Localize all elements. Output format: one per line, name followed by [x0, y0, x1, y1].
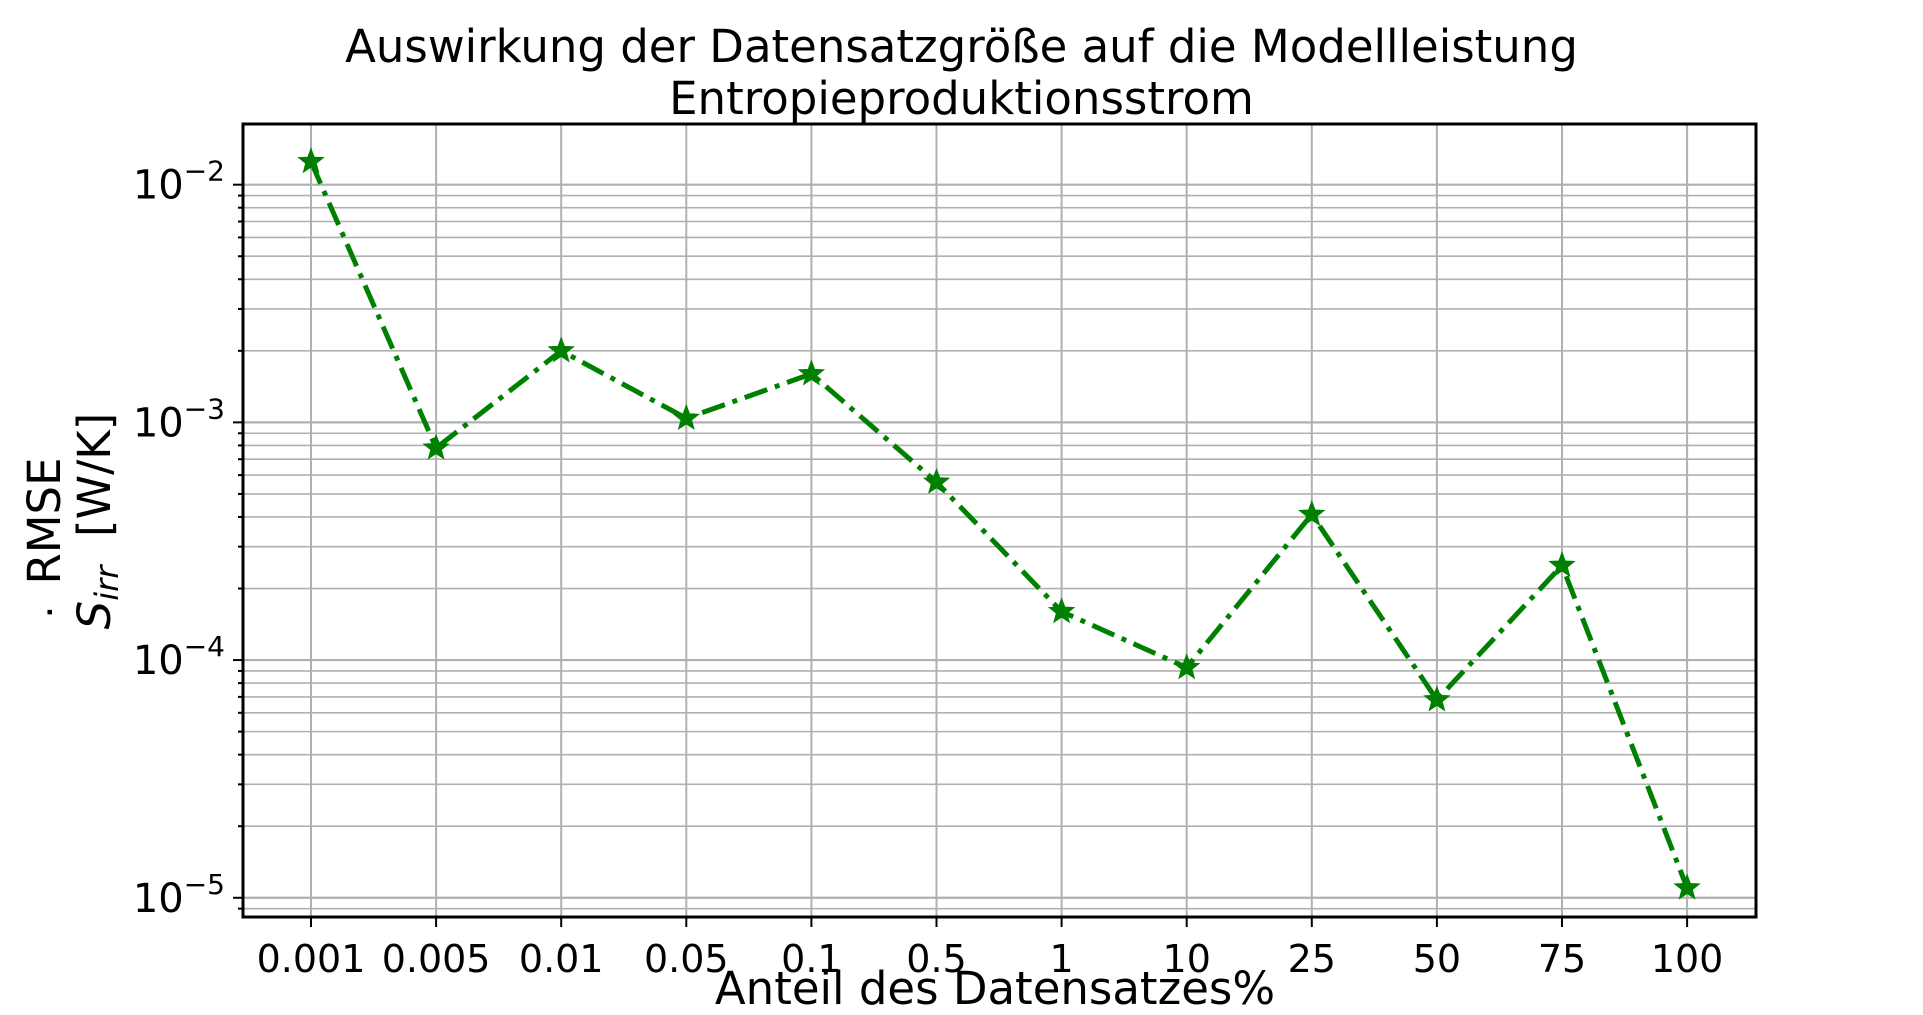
data-point-star: [1172, 653, 1201, 680]
data-point-star: [1047, 597, 1076, 624]
y-tick-label: 10−3: [133, 392, 225, 446]
x-tick-label: 50: [1413, 937, 1461, 981]
data-point-star: [1673, 873, 1701, 900]
y-axis-label-metric: RMSE: [18, 457, 71, 585]
y-axis-symbol: S: [68, 601, 121, 630]
y-tick-label: 10−4: [133, 630, 225, 684]
y-axis-symbol-subscript: irr: [88, 565, 126, 601]
y-axis-ticks: 10−2 10−3 10−4 10−5: [133, 155, 243, 922]
plot-frame: [241, 122, 1758, 919]
data-point-star: [547, 336, 575, 363]
x-tick-label: 0.5: [906, 937, 966, 981]
data-point-star: [1548, 551, 1576, 578]
grid: [243, 124, 1756, 917]
data-point-star: [1423, 685, 1451, 712]
y-tick-label: 10−5: [133, 868, 225, 922]
chart-subtitle: Entropieproduktionsstrom: [669, 72, 1254, 125]
x-tick-label: 100: [1651, 937, 1724, 981]
x-tick-label: 0.05: [644, 937, 729, 981]
x-tick-label: 75: [1538, 937, 1586, 981]
data-point-star: [1298, 499, 1326, 527]
x-tick-label: 0.1: [781, 937, 841, 981]
chart-title: Auswirkung der Datensatzgröße auf die Mo…: [345, 20, 1578, 73]
y-tick-label: 10−2: [133, 155, 225, 209]
x-axis-ticks: 0.001 0.005 0.01 0.05 0.1 0.5 1 10 25 50 75 100: [257, 917, 1724, 981]
x-tick-label: 10: [1163, 937, 1211, 981]
data-point-star: [297, 147, 325, 174]
series-line: [308, 160, 1690, 889]
x-tick-label: 25: [1288, 937, 1336, 981]
y-axis-unit: [W/K]: [68, 412, 121, 537]
x-tick-label: 1: [1050, 937, 1074, 981]
data-markers: [297, 147, 1701, 900]
y-axis-label-quantity: Sirr [W/K]: [68, 412, 132, 630]
y-axis-label: RMSE Sirr [W/K]: [18, 412, 132, 630]
data-point-star: [672, 403, 701, 430]
x-tick-label: 0.001: [257, 937, 366, 981]
data-point-star: [922, 467, 951, 494]
data-series: [308, 160, 1690, 889]
x-tick-label: 0.005: [382, 937, 491, 981]
x-axis-label: Anteil des Datensatzes%: [714, 962, 1276, 1015]
data-point-star: [797, 359, 826, 386]
x-tick-label: 0.01: [519, 937, 604, 981]
data-point-star: [422, 433, 450, 460]
